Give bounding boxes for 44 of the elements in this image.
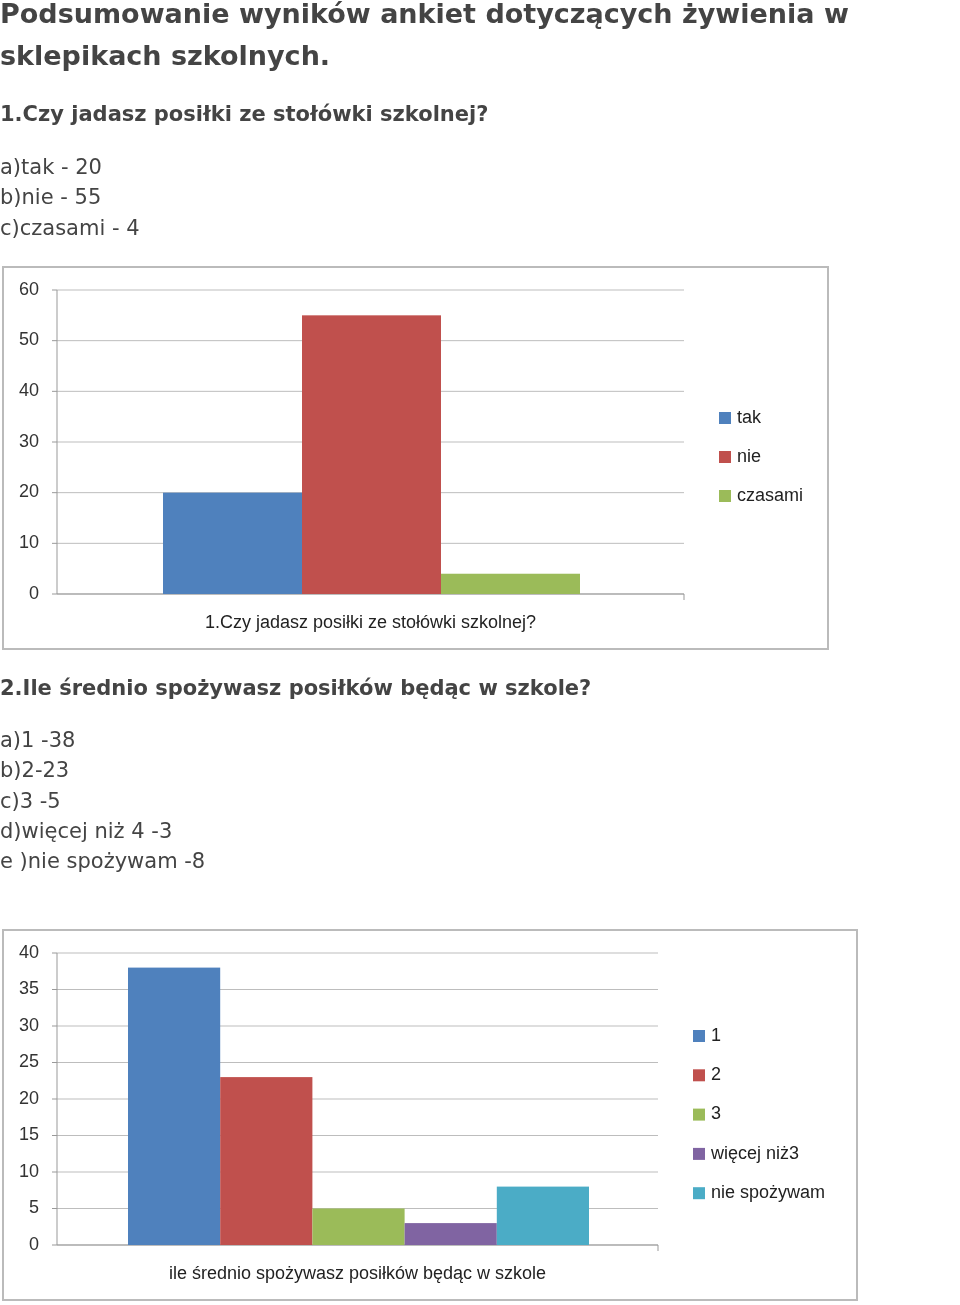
text: b)2-23 [0, 758, 70, 783]
chart-title: 2.Ile średnio spożywasz posiłków będąc w szkole? [0, 676, 592, 700]
legend-label: nie [737, 445, 762, 466]
y-tick-label: 40 [18, 941, 39, 962]
bar [163, 492, 302, 594]
text: a)tak - 20 [0, 155, 102, 179]
text: c)3 -5 [0, 788, 61, 813]
y-tick-label: 5 [28, 1197, 39, 1218]
y-tick-label: 35 [18, 978, 39, 999]
legend-label: więcej niż3 [710, 1142, 800, 1163]
bar [312, 1208, 405, 1245]
chart-subtitle: 1.Czy jadasz posiłki ze stołówki szkolnej? [0, 102, 489, 126]
bar [128, 967, 221, 1245]
y-tick-label: 30 [18, 1014, 39, 1035]
text: d)więcej niż 4 -3 [0, 818, 173, 843]
y-tick-label: 20 [18, 1087, 39, 1108]
legend-label: 3 [711, 1103, 722, 1124]
bar [441, 573, 580, 594]
y-tick-label: 40 [18, 380, 39, 401]
text: e )nie spożywam -8 [0, 849, 206, 874]
bar [404, 1223, 497, 1245]
legend-label: czasami [737, 484, 804, 505]
y-tick-label: 15 [18, 1124, 39, 1145]
y-tick-label: 60 [18, 278, 39, 299]
bar [220, 1077, 313, 1245]
y-tick-label: 0 [28, 1233, 39, 1254]
legend-label: tak [737, 406, 763, 427]
text: a)1 -38 [0, 728, 76, 752]
y-tick-label: 10 [18, 1160, 39, 1181]
x-tick-label: ile średnio spożywasz posiłków będąc w szkole [168, 1262, 547, 1283]
bar [302, 315, 441, 594]
y-tick-label: 20 [18, 481, 39, 502]
y-tick-label: 50 [18, 329, 39, 350]
y-tick-label: 30 [18, 430, 39, 451]
text: c)czasami - 4 [0, 215, 140, 240]
y-tick-label: 25 [18, 1051, 39, 1072]
text: b)nie - 55 [0, 185, 102, 210]
bar [496, 1186, 589, 1245]
y-tick-label: 0 [28, 582, 39, 603]
legend-label: 1 [711, 1024, 722, 1045]
y-tick-label: 10 [18, 532, 39, 553]
chart-title: Podsumowanie wyników ankiet dotyczących żywienia w sklepikach szkolnych. [0, 0, 849, 71]
legend-label: 2 [711, 1064, 722, 1085]
legend-label: nie spożywam [711, 1181, 826, 1202]
